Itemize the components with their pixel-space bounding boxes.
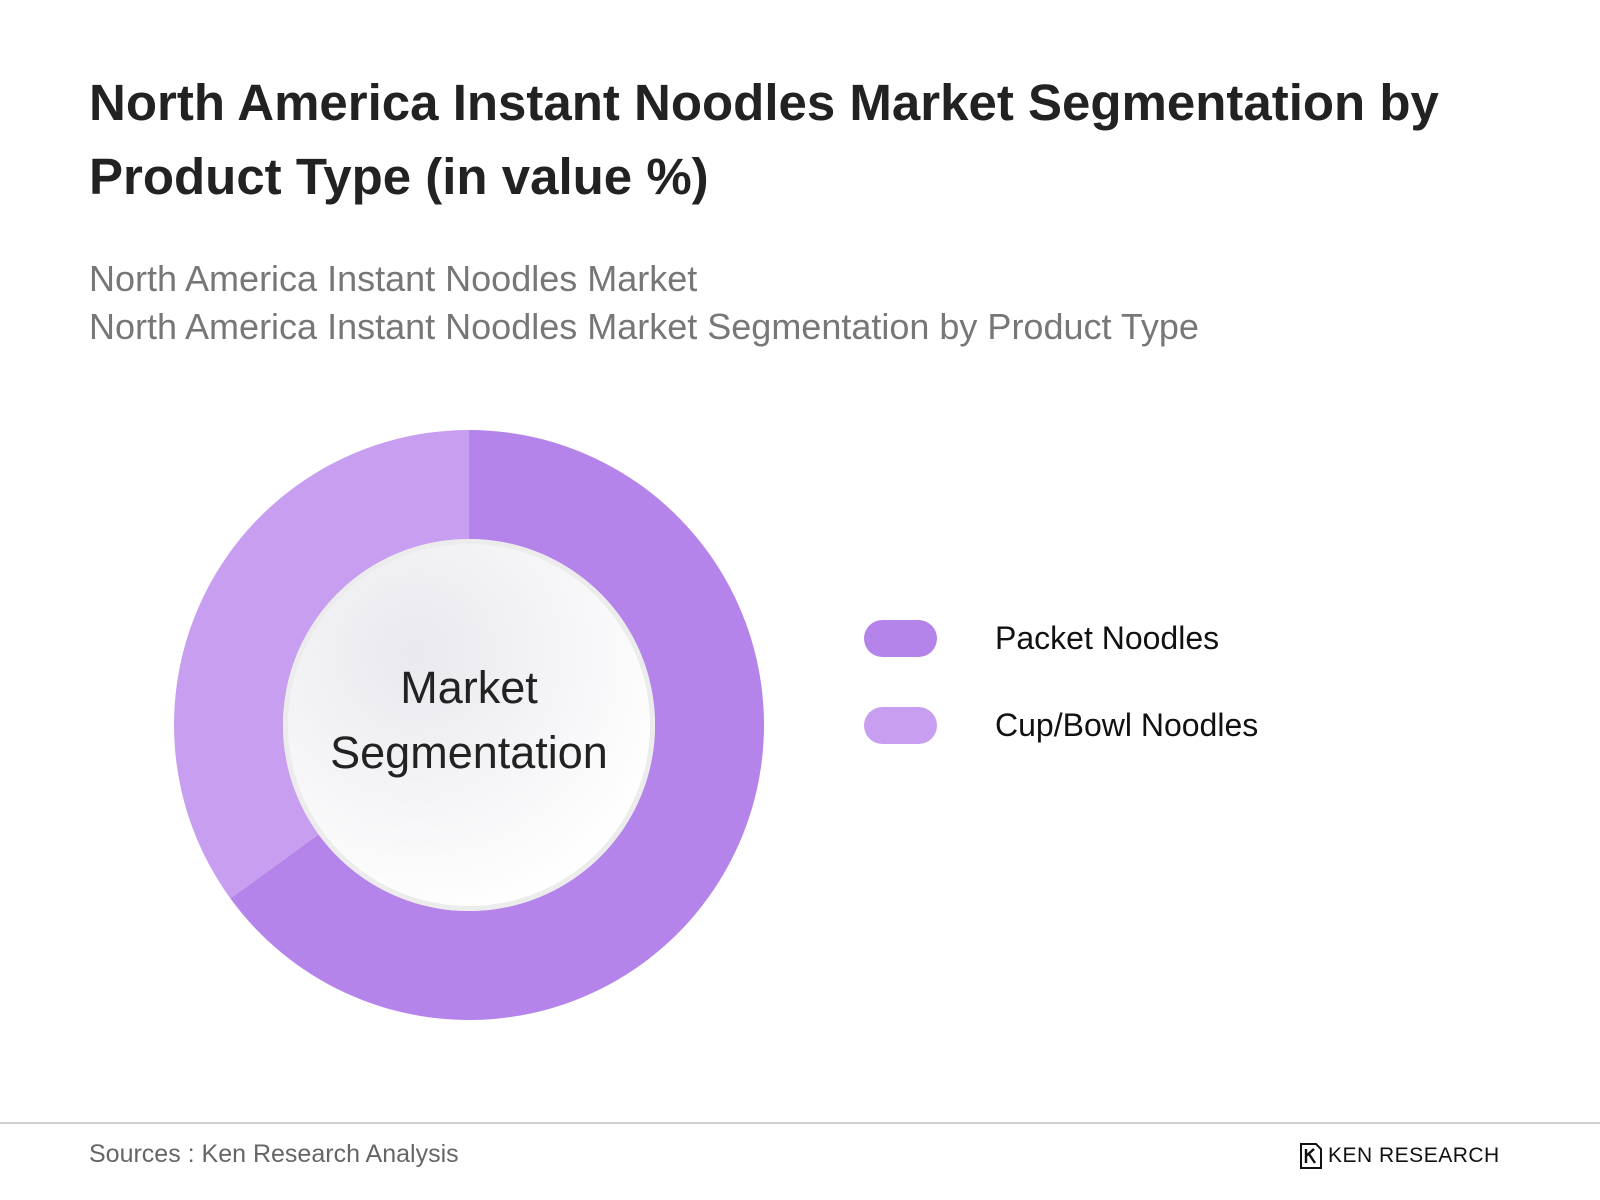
donut-slice-packet-noodles xyxy=(230,430,765,1020)
ken-research-logo: KEN RESEARCH xyxy=(1300,1143,1500,1169)
legend-label-cup-bowl-noodles: Cup/Bowl Noodles xyxy=(995,706,1259,743)
source-note: Sources : Ken Research Analysis xyxy=(89,1140,459,1168)
donut-center-label: Market Segmentation xyxy=(330,662,608,778)
chart-legend: Packet Noodles Cup/Bowl Noodles xyxy=(864,618,1258,792)
legend-swatch-packet-noodles xyxy=(864,619,937,657)
legend-swatch-cup-bowl-noodles xyxy=(864,706,937,744)
chart-subtitle-line-1: North America Instant Noodles Market xyxy=(89,258,698,299)
chart-title: North America Instant Noodles Market Seg… xyxy=(89,74,1439,205)
legend-label-packet-noodles: Packet Noodles xyxy=(995,619,1220,656)
ken-research-logo-text: KEN RESEARCH xyxy=(1328,1144,1500,1167)
chart-subtitle-line-2: North America Instant Noodles Market Seg… xyxy=(89,306,1199,347)
donut-slices xyxy=(174,430,765,1020)
footer-divider xyxy=(0,1122,1600,1124)
donut-slice-cup-bowl-noodles xyxy=(174,430,469,899)
legend-item-cup-bowl-noodles: Cup/Bowl Noodles xyxy=(864,705,1258,745)
legend-item-packet-noodles: Packet Noodles xyxy=(864,618,1258,658)
ken-research-logo-icon xyxy=(1300,1143,1322,1169)
donut-chart xyxy=(174,430,765,1020)
donut-center-disc xyxy=(288,544,650,906)
